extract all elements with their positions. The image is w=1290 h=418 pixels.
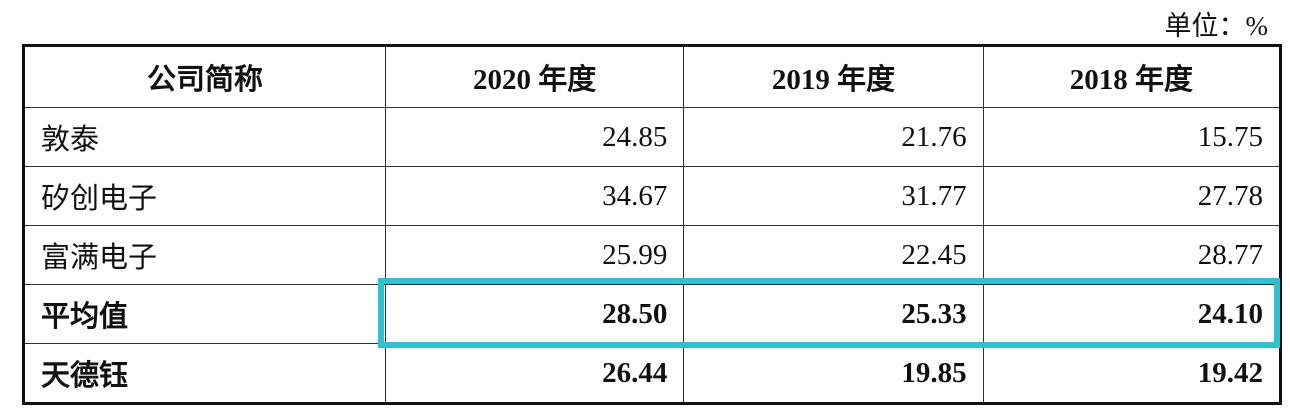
value-cell: 24.10 [982, 284, 1282, 344]
table-row: 富满电子 25.99 22.45 28.77 [23, 225, 1282, 285]
table-row: 平均值 28.50 25.33 24.10 [23, 284, 1282, 344]
value-cell: 28.50 [384, 284, 685, 344]
header-cell: 2018 年度 [982, 45, 1282, 108]
company-cell: 天德钰 [23, 343, 386, 404]
value-cell: 25.99 [384, 225, 685, 285]
header-cell: 公司简称 [23, 45, 386, 108]
value-cell: 22.45 [683, 225, 984, 285]
table-row: 矽创电子 34.67 31.77 27.78 [23, 166, 1282, 226]
value-cell: 28.77 [982, 225, 1282, 285]
company-cell: 平均值 [23, 284, 386, 344]
header-cell: 2020 年度 [384, 45, 685, 108]
value-cell: 31.77 [683, 166, 984, 226]
company-cell: 矽创电子 [23, 166, 386, 226]
value-cell: 25.33 [683, 284, 984, 344]
value-cell: 21.76 [683, 107, 984, 167]
unit-label: 单位：% [1164, 11, 1269, 41]
value-cell: 26.44 [384, 343, 685, 404]
value-cell: 27.78 [982, 166, 1282, 226]
header-row: 公司简称 2020 年度 2019 年度 2018 年度 [23, 45, 1282, 108]
value-cell: 34.67 [384, 166, 685, 226]
header-cell: 2019 年度 [683, 45, 984, 108]
company-cell: 敦泰 [23, 107, 386, 167]
value-cell: 24.85 [384, 107, 685, 167]
value-cell: 15.75 [982, 107, 1282, 167]
table-row: 敦泰 24.85 21.76 15.75 [23, 107, 1282, 167]
value-cell: 19.42 [982, 343, 1282, 404]
company-cell: 富满电子 [23, 225, 386, 285]
table-row: 天德钰 26.44 19.85 19.42 [23, 343, 1282, 404]
data-table: 公司简称 2020 年度 2019 年度 2018 年度 敦泰 24.85 21.76 15… [22, 44, 1282, 405]
value-cell: 19.85 [683, 343, 984, 404]
